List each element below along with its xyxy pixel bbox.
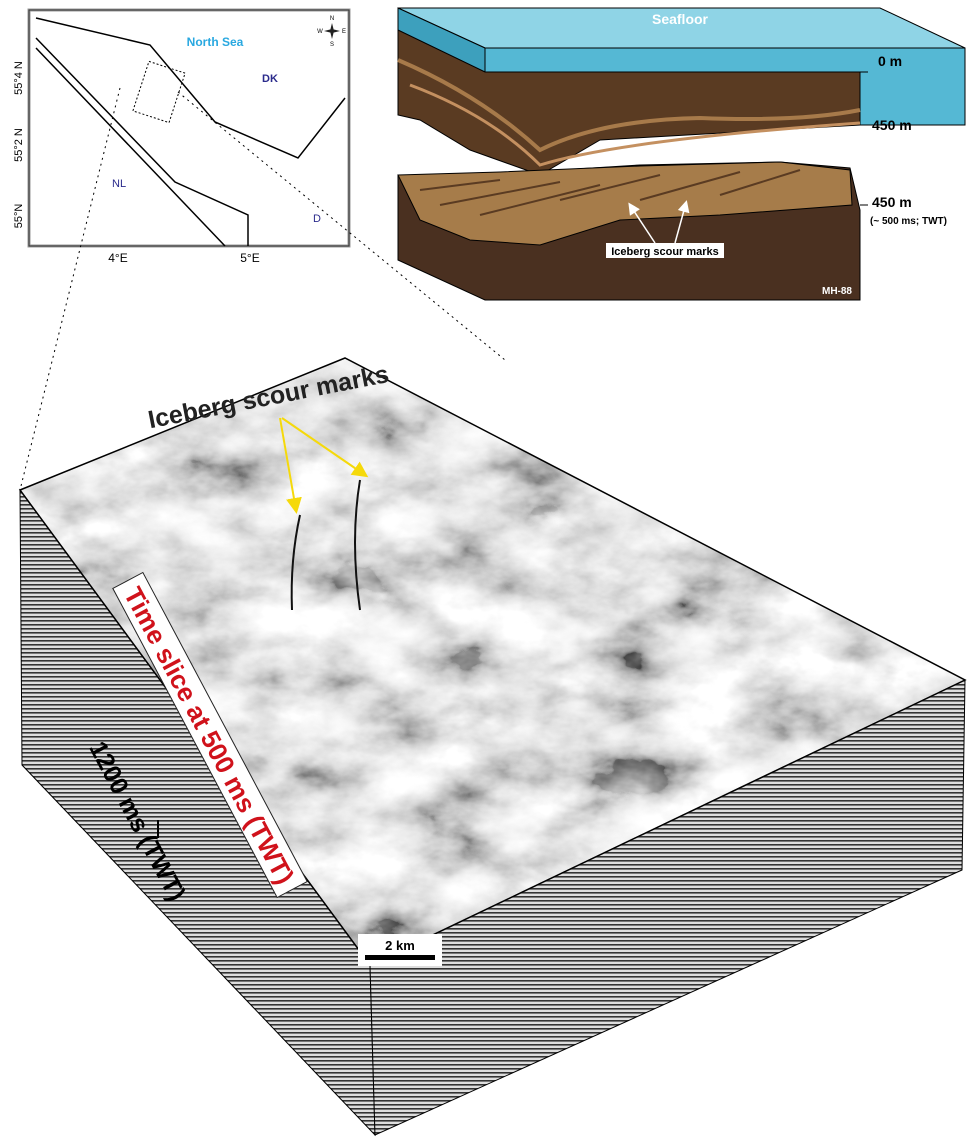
scale-bar-label: 2 km (385, 938, 415, 953)
lat-label: 55°2 N (13, 128, 25, 162)
seismic-cube: Iceberg scour marks Time slice at 500 ms… (20, 358, 965, 1135)
country-label: DK (262, 73, 278, 85)
depth-label: 0 m (878, 53, 902, 69)
annotation: Iceberg scour marks (611, 246, 719, 258)
surface-label: Seafloor (652, 11, 709, 27)
figure: North Sea DK NL D 55°4 N 55°2 N 55°N 4°E… (0, 0, 976, 1139)
depth-label: 450 m (872, 117, 912, 133)
sea-label: North Sea (187, 35, 244, 49)
compass-label: W (317, 29, 323, 35)
lat-label: 55°4 N (13, 61, 25, 95)
source-label: MH-88 (822, 286, 852, 297)
compass-label: S (330, 42, 334, 48)
twt-note: (~ 500 ms; TWT) (870, 216, 947, 227)
depth-label: 450 m (872, 194, 912, 210)
location-map: North Sea DK NL D 55°4 N 55°2 N 55°N 4°E… (13, 10, 349, 265)
lon-label: 4°E (108, 251, 127, 265)
compass-label: E (342, 29, 346, 35)
country-label: NL (112, 178, 126, 190)
country-label: D (313, 213, 321, 225)
block-diagram: Seafloor 0 m 450 m 450 m (~ 500 ms; TWT)… (398, 8, 965, 300)
compass-label: N (330, 16, 334, 22)
lon-label: 5°E (240, 251, 259, 265)
lat-label: 55°N (13, 204, 25, 229)
